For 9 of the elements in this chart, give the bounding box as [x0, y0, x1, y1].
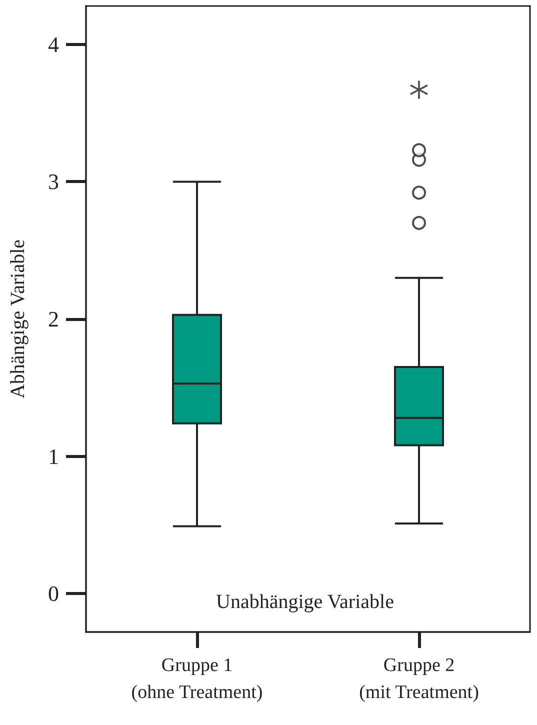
y-tick-label: 0: [48, 581, 59, 606]
y-tick-label: 3: [48, 169, 59, 194]
y-tick-label: 2: [48, 306, 59, 332]
x-tick-label: Gruppe 1 (ohne Treatment): [131, 655, 263, 703]
y-axis-title: Abhängige Variable: [7, 239, 29, 399]
y-tick-label: 1: [48, 444, 59, 469]
x-axis-title: Unabhängige Variable: [216, 591, 394, 613]
y-tick-label: 4: [48, 32, 59, 57]
x-tick-label: Gruppe 2 (mit Treatment): [359, 655, 479, 703]
